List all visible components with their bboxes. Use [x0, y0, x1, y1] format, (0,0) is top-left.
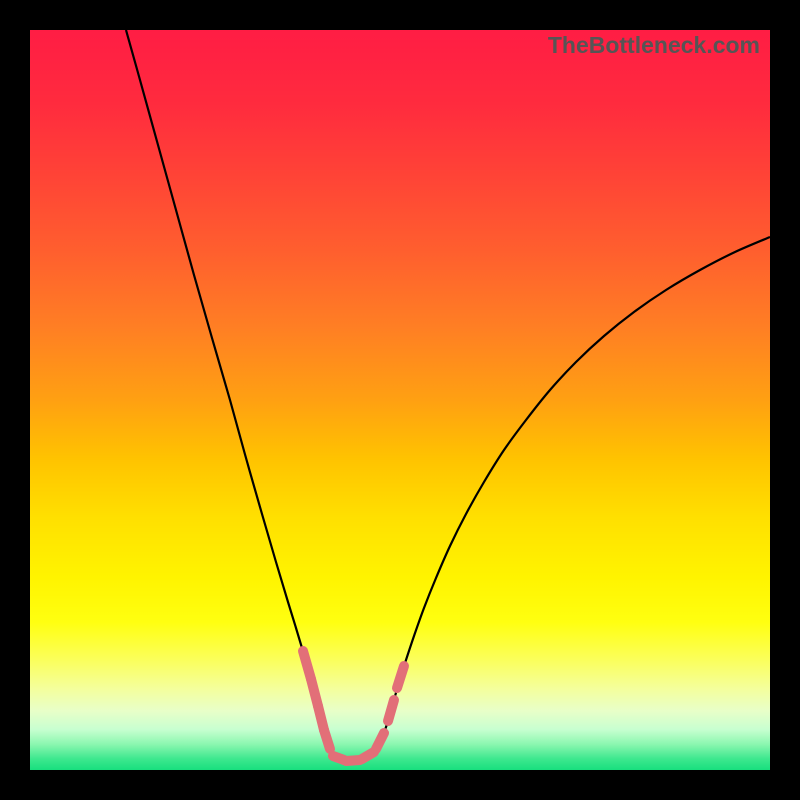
- watermark-text: TheBottleneck.com: [548, 32, 760, 59]
- curve-marker-segment: [388, 700, 394, 721]
- curve-marker-segment: [324, 730, 330, 749]
- gradient-background: [30, 30, 770, 770]
- curve-marker-segment: [362, 752, 374, 759]
- chart-frame: TheBottleneck.com: [0, 0, 800, 800]
- curve-marker-segment: [397, 666, 404, 688]
- bottleneck-curve-chart: [30, 30, 800, 800]
